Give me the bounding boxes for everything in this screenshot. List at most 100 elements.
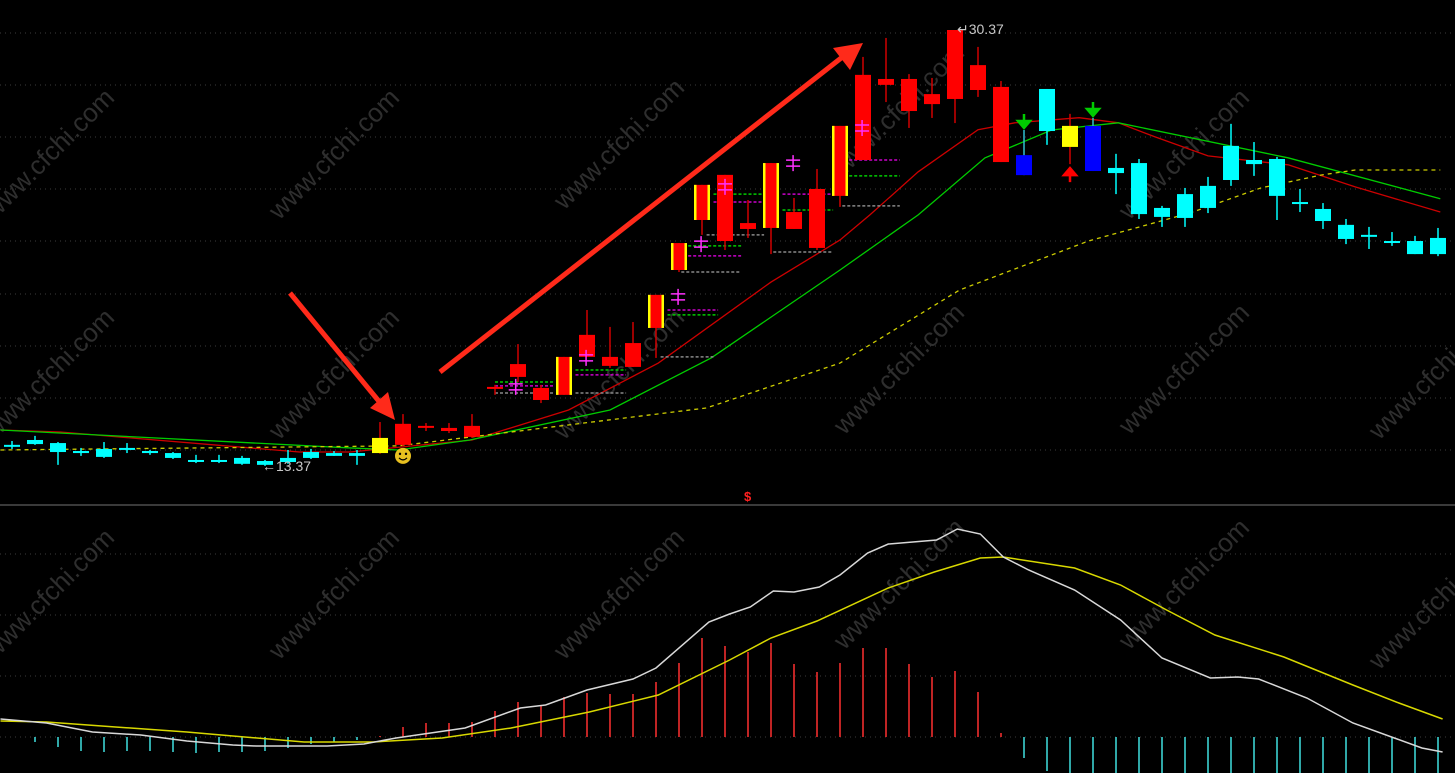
candle-body	[855, 74, 871, 160]
candle-body	[1269, 158, 1285, 196]
high-price-label: ↵30.37	[957, 20, 1004, 37]
candle-body	[1430, 237, 1446, 255]
candle-limit-edge	[707, 184, 710, 220]
candle-body	[694, 184, 710, 220]
smiley-eye	[404, 452, 408, 456]
candle-body	[1062, 125, 1078, 147]
candle-limit-edge	[684, 243, 687, 270]
candle-body	[1407, 241, 1423, 255]
watermarks: www.cfchi.com www.cfchi.com www.cfchi.com w…	[0, 37, 1455, 675]
candle-body	[809, 188, 825, 248]
candle-limit-edge	[648, 294, 651, 328]
cross-mark	[671, 288, 686, 305]
candle-body	[27, 439, 43, 445]
watermark-text: www.cfchi.com	[1112, 297, 1255, 440]
watermark-text: www.cfchi.com	[827, 297, 970, 440]
candle-body	[740, 223, 756, 229]
sell-arrow-icon	[1084, 101, 1102, 118]
candle-body	[1039, 88, 1055, 132]
dif-line	[0, 528, 1443, 753]
candle-body	[372, 437, 388, 454]
arrow-hook-icon: ↵	[957, 20, 969, 37]
dea-line	[0, 556, 1443, 743]
watermark-text: www.cfchi.com	[262, 82, 405, 225]
candle-body	[464, 425, 480, 437]
candle-body	[119, 447, 135, 450]
ma-short-line	[0, 117, 1441, 453]
candle-limit-edge	[832, 125, 835, 196]
low-price-label: ←13.37	[262, 457, 312, 474]
candle-body	[924, 94, 940, 105]
candle-body	[211, 459, 227, 462]
candle-limit-edge	[694, 184, 697, 220]
candle-body	[50, 443, 66, 453]
cross-mark	[855, 119, 870, 136]
cross-mark	[786, 155, 801, 172]
watermark-text: www.cfchi.com	[0, 302, 120, 445]
candle-body	[303, 452, 319, 458]
candle-body	[188, 459, 204, 462]
candle-body	[165, 453, 181, 458]
candle-limit-edge	[776, 163, 779, 228]
cross-mark	[718, 178, 732, 195]
candle-body	[878, 78, 894, 85]
watermark-text: www.cfchi.com	[262, 522, 405, 665]
candle-body	[1177, 194, 1193, 218]
candle-body	[441, 427, 457, 432]
candle-body	[510, 364, 526, 377]
candle-body	[349, 453, 365, 456]
candle-body	[73, 451, 89, 454]
candle-body	[947, 29, 963, 99]
candle-body	[579, 334, 595, 357]
candle-body	[648, 294, 664, 328]
candle-body	[257, 461, 273, 465]
candle-body	[901, 78, 917, 112]
smiley-icon	[395, 447, 411, 464]
candle-body	[625, 343, 641, 367]
candle-body	[1085, 125, 1101, 172]
candle-body	[1200, 185, 1216, 208]
smiley-eye	[398, 452, 402, 456]
candle-body	[1292, 202, 1308, 205]
candle-limit-edge	[763, 163, 766, 228]
candle-body	[326, 453, 342, 456]
candle-body	[395, 423, 411, 445]
signals	[395, 101, 1102, 464]
candle-limit-edge	[569, 356, 572, 395]
candle-body	[280, 457, 296, 463]
macd-panel	[0, 528, 1443, 773]
candle-limit-edge	[845, 125, 848, 196]
candle-body	[142, 451, 158, 454]
watermark-text: www.cfchi.com	[1112, 512, 1255, 655]
candle-body	[993, 86, 1009, 163]
cross-mark	[508, 378, 523, 395]
candle-body	[671, 243, 687, 270]
candle-body	[4, 444, 20, 447]
watermark-text: www.cfchi.com	[262, 302, 405, 445]
buy-arrow-icon	[1061, 166, 1079, 183]
candle-body	[1154, 207, 1170, 217]
candle-body	[1361, 234, 1377, 237]
watermark-text: www.cfchi.com	[0, 82, 120, 225]
candle-body	[832, 125, 848, 196]
watermark-text: www.cfchi.com	[547, 522, 690, 665]
candle-body	[96, 448, 112, 457]
arrow-left-icon: ←	[262, 457, 276, 474]
annotation-arrow-up	[438, 43, 863, 374]
candle-body	[1315, 208, 1331, 222]
candle-body	[763, 163, 779, 228]
candle-body	[556, 356, 572, 395]
candle-limit-edge	[661, 294, 664, 328]
candle-limit-edge	[671, 243, 674, 270]
dollar-marker: $	[744, 489, 752, 504]
candle-body	[418, 425, 434, 428]
candle-body	[1108, 167, 1124, 174]
candle-body	[970, 65, 986, 90]
candle-body	[717, 174, 733, 242]
cross-mark	[694, 236, 709, 253]
smiley-mouth	[398, 457, 408, 461]
candle-body	[786, 212, 802, 229]
cross-marks	[508, 119, 870, 395]
sell-arrow-icon	[1015, 113, 1033, 130]
